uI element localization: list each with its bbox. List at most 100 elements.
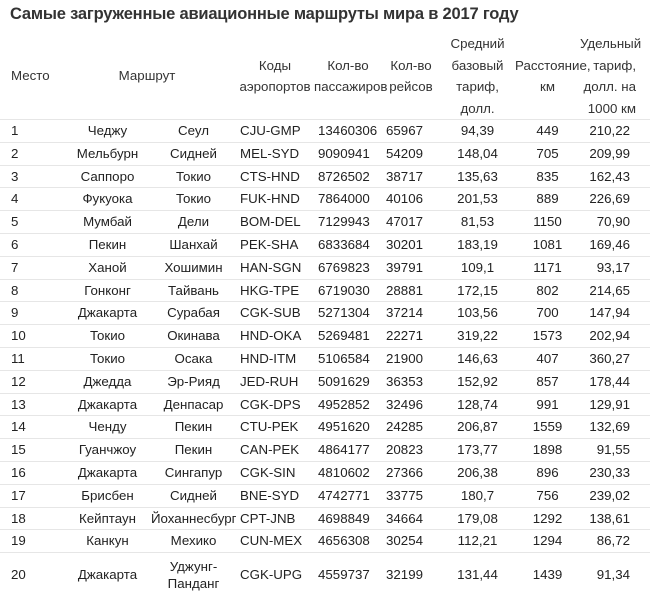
cell-place: 5 (0, 211, 58, 234)
cell-from: Фукуока (58, 188, 151, 211)
cell-unit: 214,65 (580, 279, 650, 302)
cell-flights: 39791 (382, 256, 440, 279)
cell-codes: CPT-JNB (236, 507, 314, 530)
cell-tariff: 109,1 (440, 256, 515, 279)
cell-unit: 162,43 (580, 165, 650, 188)
header-codes: Коды аэропортов (236, 33, 314, 120)
cell-flights: 34664 (382, 507, 440, 530)
cell-to: Сингапур (151, 461, 236, 484)
cell-flights: 40106 (382, 188, 440, 211)
cell-from: Канкун (58, 530, 151, 553)
header-place: Место (0, 33, 58, 120)
cell-distance: 1171 (515, 256, 580, 279)
cell-flights: 28881 (382, 279, 440, 302)
cell-to: Дели (151, 211, 236, 234)
cell-distance: 1559 (515, 416, 580, 439)
cell-place: 13 (0, 393, 58, 416)
cell-to: Йоханнесбург (151, 507, 236, 530)
cell-place: 8 (0, 279, 58, 302)
cell-from: Токио (58, 325, 151, 348)
cell-distance: 1439 (515, 553, 580, 596)
cell-to: Токио (151, 165, 236, 188)
cell-flights: 30201 (382, 233, 440, 256)
cell-from: Чеджу (58, 120, 151, 143)
cell-unit: 91,34 (580, 553, 650, 596)
cell-tariff: 206,87 (440, 416, 515, 439)
cell-passengers: 6769823 (314, 256, 382, 279)
cell-from: Брисбен (58, 484, 151, 507)
cell-codes: CJU-GMP (236, 120, 314, 143)
cell-unit: 209,99 (580, 142, 650, 165)
header-flights: Кол-во рейсов (382, 33, 440, 120)
cell-distance: 705 (515, 142, 580, 165)
cell-codes: CAN-PEK (236, 439, 314, 462)
cell-place: 17 (0, 484, 58, 507)
cell-to: Эр-Рияд (151, 370, 236, 393)
cell-codes: HND-ITM (236, 347, 314, 370)
cell-from: Гонконг (58, 279, 151, 302)
cell-passengers: 4951620 (314, 416, 382, 439)
cell-passengers: 4656308 (314, 530, 382, 553)
cell-flights: 32496 (382, 393, 440, 416)
cell-unit: 360,27 (580, 347, 650, 370)
cell-unit: 86,72 (580, 530, 650, 553)
cell-codes: CTU-PEK (236, 416, 314, 439)
header-passengers: Кол-во пассажиров (314, 33, 382, 120)
header-route: Маршрут (58, 33, 236, 120)
cell-codes: PEK-SHA (236, 233, 314, 256)
cell-distance: 1150 (515, 211, 580, 234)
cell-place: 18 (0, 507, 58, 530)
cell-tariff: 128,74 (440, 393, 515, 416)
cell-tariff: 206,38 (440, 461, 515, 484)
cell-place: 20 (0, 553, 58, 596)
cell-flights: 21900 (382, 347, 440, 370)
cell-unit: 147,94 (580, 302, 650, 325)
cell-tariff: 201,53 (440, 188, 515, 211)
cell-from: Мельбурн (58, 142, 151, 165)
cell-flights: 27366 (382, 461, 440, 484)
cell-flights: 65967 (382, 120, 440, 143)
cell-from: Джедда (58, 370, 151, 393)
cell-distance: 802 (515, 279, 580, 302)
cell-place: 15 (0, 439, 58, 462)
cell-place: 12 (0, 370, 58, 393)
cell-distance: 449 (515, 120, 580, 143)
cell-passengers: 5106584 (314, 347, 382, 370)
cell-codes: HAN-SGN (236, 256, 314, 279)
cell-to: Осака (151, 347, 236, 370)
cell-passengers: 9090941 (314, 142, 382, 165)
cell-flights: 24285 (382, 416, 440, 439)
cell-tariff: 173,77 (440, 439, 515, 462)
cell-codes: FUK-HND (236, 188, 314, 211)
cell-to: Мехико (151, 530, 236, 553)
cell-to: Сидней (151, 484, 236, 507)
cell-place: 4 (0, 188, 58, 211)
cell-tariff: 183,19 (440, 233, 515, 256)
cell-unit: 230,33 (580, 461, 650, 484)
cell-distance: 1292 (515, 507, 580, 530)
cell-distance: 896 (515, 461, 580, 484)
cell-unit: 70,90 (580, 211, 650, 234)
cell-distance: 857 (515, 370, 580, 393)
cell-place: 16 (0, 461, 58, 484)
header-distance: Расстояние, км (515, 33, 580, 120)
cell-passengers: 5091629 (314, 370, 382, 393)
cell-passengers: 6833684 (314, 233, 382, 256)
cell-passengers: 4559737 (314, 553, 382, 596)
cell-unit: 210,22 (580, 120, 650, 143)
cell-unit: 93,17 (580, 256, 650, 279)
cell-place: 19 (0, 530, 58, 553)
cell-codes: CGK-SIN (236, 461, 314, 484)
